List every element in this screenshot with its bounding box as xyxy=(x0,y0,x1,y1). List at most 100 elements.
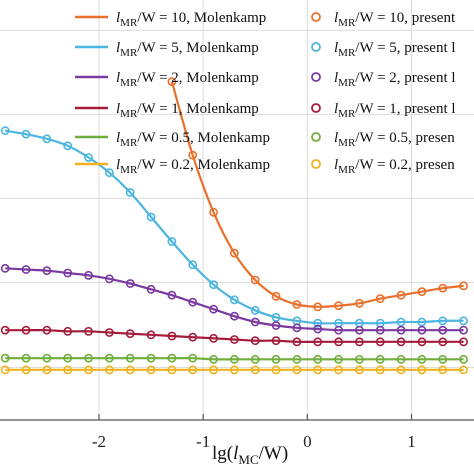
data-point xyxy=(396,317,406,327)
data-point xyxy=(459,325,468,335)
data-point xyxy=(42,266,52,276)
data-point xyxy=(271,312,281,322)
data-point xyxy=(229,295,239,305)
data-point xyxy=(21,129,31,139)
data-point xyxy=(125,188,135,197)
series-line-3 xyxy=(5,329,464,343)
x-tick-label: -2 xyxy=(92,432,106,451)
legend-marker-swatch xyxy=(311,103,321,113)
data-point xyxy=(292,323,302,333)
data-point xyxy=(334,301,343,311)
series-line-0 xyxy=(170,81,464,308)
data-point xyxy=(396,365,406,375)
data-point xyxy=(188,260,198,270)
data-point xyxy=(334,337,343,347)
data-point xyxy=(188,353,198,363)
data-point xyxy=(375,337,385,347)
data-point xyxy=(104,328,114,337)
data-point xyxy=(21,325,31,335)
legend-marker-swatch xyxy=(311,132,321,142)
x-tick-labels: -2 -1 0 1 xyxy=(92,432,416,451)
series-line-1 xyxy=(5,129,464,325)
data-point xyxy=(0,365,10,375)
data-point xyxy=(84,365,93,375)
legend-marker-label: lMR/W = 5, present l xyxy=(334,40,456,59)
data-point xyxy=(209,365,218,375)
data-point xyxy=(417,325,427,335)
legend-marker-swatch xyxy=(311,42,321,52)
data-point xyxy=(104,168,114,178)
data-point xyxy=(229,248,239,258)
data-point xyxy=(355,354,364,364)
data-point xyxy=(209,280,218,290)
data-point xyxy=(104,353,114,363)
legend-line-label: lMR/W = 0.2, Molenkamp xyxy=(116,157,270,176)
data-point xyxy=(396,290,406,300)
data-point xyxy=(104,365,114,375)
x-axis-label-sub: MC xyxy=(238,452,258,467)
data-point xyxy=(209,304,218,314)
data-point xyxy=(167,77,177,87)
data-point xyxy=(167,365,177,375)
data-point xyxy=(167,353,177,363)
x-axis-label-prefix: lg( xyxy=(212,443,233,464)
data-point xyxy=(250,354,260,364)
data-point xyxy=(417,337,427,347)
data-point xyxy=(459,316,468,326)
data-point xyxy=(438,316,448,326)
data-point xyxy=(250,275,260,285)
x-tick-label: 0 xyxy=(303,432,312,451)
data-point xyxy=(167,290,177,300)
data-point xyxy=(313,337,323,347)
data-point xyxy=(188,332,198,342)
x-axis-label: lg(lMC/W) xyxy=(212,443,288,467)
data-point xyxy=(125,365,135,375)
data-point xyxy=(146,365,156,375)
legend-line-label: lMR/W = 0.5, Molenkamp xyxy=(116,130,270,149)
x-axis-label-rest: /W) xyxy=(259,443,289,464)
data-point xyxy=(355,365,364,375)
data-point xyxy=(313,354,323,364)
data-point xyxy=(21,353,31,363)
data-point xyxy=(125,329,135,339)
data-point xyxy=(271,365,281,375)
legend-marker-label: lMR/W = 0.5, presen xyxy=(334,130,455,149)
data-point xyxy=(334,354,343,364)
data-point xyxy=(84,326,93,336)
data-point xyxy=(313,365,323,375)
data-point xyxy=(63,326,73,336)
x-tick-label: 1 xyxy=(407,432,416,451)
x-axis-label-var: l xyxy=(233,443,238,464)
data-point xyxy=(63,141,73,151)
data-point xyxy=(209,207,218,217)
data-point xyxy=(292,365,302,375)
data-point xyxy=(167,237,177,246)
data-point xyxy=(313,318,323,328)
data-point xyxy=(375,365,385,375)
data-point xyxy=(84,270,93,280)
data-point xyxy=(313,302,323,312)
data-point xyxy=(396,337,406,347)
data-point xyxy=(459,354,468,364)
data-point xyxy=(459,281,468,291)
data-point xyxy=(104,274,114,284)
data-point xyxy=(63,268,73,278)
legend-line-label: lMR/W = 5, Molenkamp xyxy=(116,40,259,59)
data-point xyxy=(271,336,281,346)
data-point xyxy=(146,284,156,294)
data-point xyxy=(63,365,73,375)
legend-marker-swatch xyxy=(311,12,321,22)
data-point xyxy=(271,291,281,301)
data-point xyxy=(396,325,406,335)
data-point xyxy=(229,335,239,344)
data-point xyxy=(84,153,93,162)
data-point xyxy=(229,365,239,375)
data-point xyxy=(313,324,323,334)
data-point xyxy=(334,365,343,375)
data-point xyxy=(229,311,239,321)
data-point xyxy=(250,365,260,375)
data-point xyxy=(375,325,385,335)
data-point xyxy=(42,134,52,144)
legend-marker-label: lMR/W = 2, present l xyxy=(334,70,456,89)
